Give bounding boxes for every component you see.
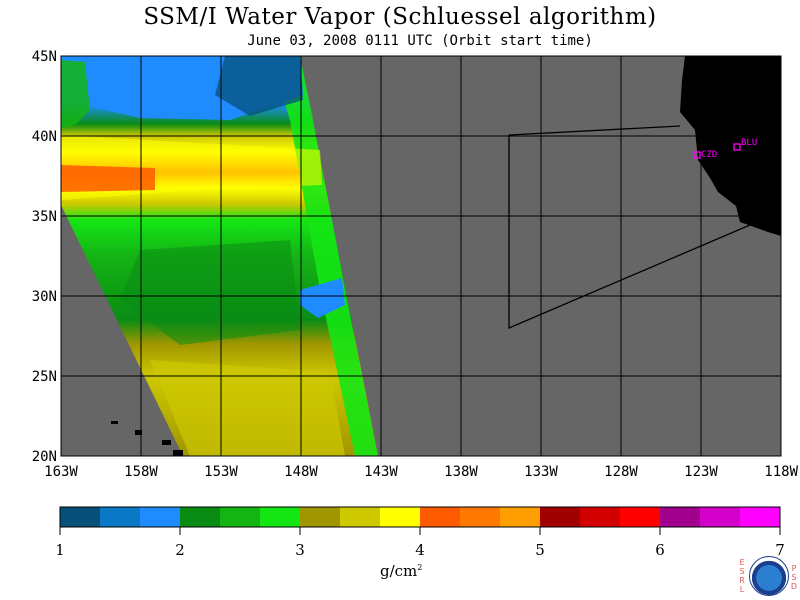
colorbar-tick-label: 6 xyxy=(655,541,665,559)
longitude-label: 118W xyxy=(764,464,798,480)
longitude-label: 133W xyxy=(524,464,558,480)
colorbar-swatch xyxy=(300,507,341,527)
station-marker-blu xyxy=(733,143,741,151)
swath-dark-blue xyxy=(215,56,303,116)
chart-subtitle: June 03, 2008 0111 UTC (Orbit start time… xyxy=(247,33,593,49)
longitude-label: 158W xyxy=(124,464,158,480)
colorbar-tick-label: 5 xyxy=(535,541,545,559)
longitude-labels: 163W 158W 153W 148W 143W 138W 133W 128W 123W 118W xyxy=(44,464,798,480)
domain-outline xyxy=(508,135,751,329)
colorbar-tick-label: 2 xyxy=(175,541,185,559)
colorbar-swatch xyxy=(460,507,501,527)
colorbar-swatch xyxy=(260,507,301,527)
longitude-label: 128W xyxy=(604,464,638,480)
colorbar-swatch xyxy=(740,507,781,527)
colorbar-swatch xyxy=(140,507,181,527)
domain-outline xyxy=(508,125,681,136)
island xyxy=(162,440,171,445)
latitude-label: 30N xyxy=(32,289,57,305)
longitude-label: 148W xyxy=(284,464,318,480)
longitude-label: 138W xyxy=(444,464,478,480)
station-label-czd: CZD xyxy=(701,150,717,160)
california-landmass xyxy=(680,56,781,236)
colorbar-swatch xyxy=(220,507,261,527)
colorbar-swatch xyxy=(380,507,421,527)
swath-orange-core xyxy=(61,165,155,192)
island xyxy=(135,430,142,435)
colorbar-unit: g/cm2 xyxy=(380,562,423,580)
colorbar xyxy=(59,506,781,528)
latitude-label: 25N xyxy=(32,369,57,385)
station-marker-czd xyxy=(693,151,701,159)
swath-green-edge xyxy=(61,60,90,128)
latitude-label: 45N xyxy=(32,49,57,65)
noaa-logo xyxy=(749,556,789,596)
colorbar-swatch xyxy=(100,507,141,527)
latitude-labels: 45N 40N 35N 30N 25N 20N xyxy=(32,49,57,465)
longitude-label: 123W xyxy=(684,464,718,480)
colorbar-swatch xyxy=(340,507,381,527)
latitude-label: 35N xyxy=(32,209,57,225)
swath-mid-green xyxy=(120,240,300,345)
colorbar-swatch xyxy=(580,507,621,527)
map-frame xyxy=(60,55,782,457)
graticule xyxy=(61,56,781,456)
chart-title: SSM/I Water Vapor (Schluessel algorithm) xyxy=(143,4,657,30)
colorbar-tick-label: 4 xyxy=(415,541,425,559)
colorbar-swatch xyxy=(660,507,701,527)
colorbar-tick-label: 7 xyxy=(775,541,785,559)
colorbar-tick-label: 3 xyxy=(295,541,305,559)
colorbar-swatch xyxy=(620,507,661,527)
colorbar-tick-label: 1 xyxy=(55,541,65,559)
colorbar-swatch xyxy=(180,507,221,527)
longitude-label: 143W xyxy=(364,464,398,480)
colorbar-swatch xyxy=(540,507,581,527)
island xyxy=(111,421,118,424)
colorbar-swatch xyxy=(500,507,541,527)
colorbar-swatch xyxy=(700,507,741,527)
swath-blue-pocket xyxy=(300,278,345,318)
island xyxy=(173,450,183,456)
latitude-label: 40N xyxy=(32,129,57,145)
longitude-label: 153W xyxy=(204,464,238,480)
longitude-label: 163W xyxy=(44,464,78,480)
colorbar-swatch xyxy=(420,507,461,527)
swath-south-yellow xyxy=(150,360,345,456)
colorbar-swatch xyxy=(60,507,101,527)
colorbar-tick-labels: 1 2 3 4 5 6 7 xyxy=(55,527,785,559)
latitude-label: 20N xyxy=(32,449,57,465)
station-label-blu: BLU xyxy=(741,138,757,148)
